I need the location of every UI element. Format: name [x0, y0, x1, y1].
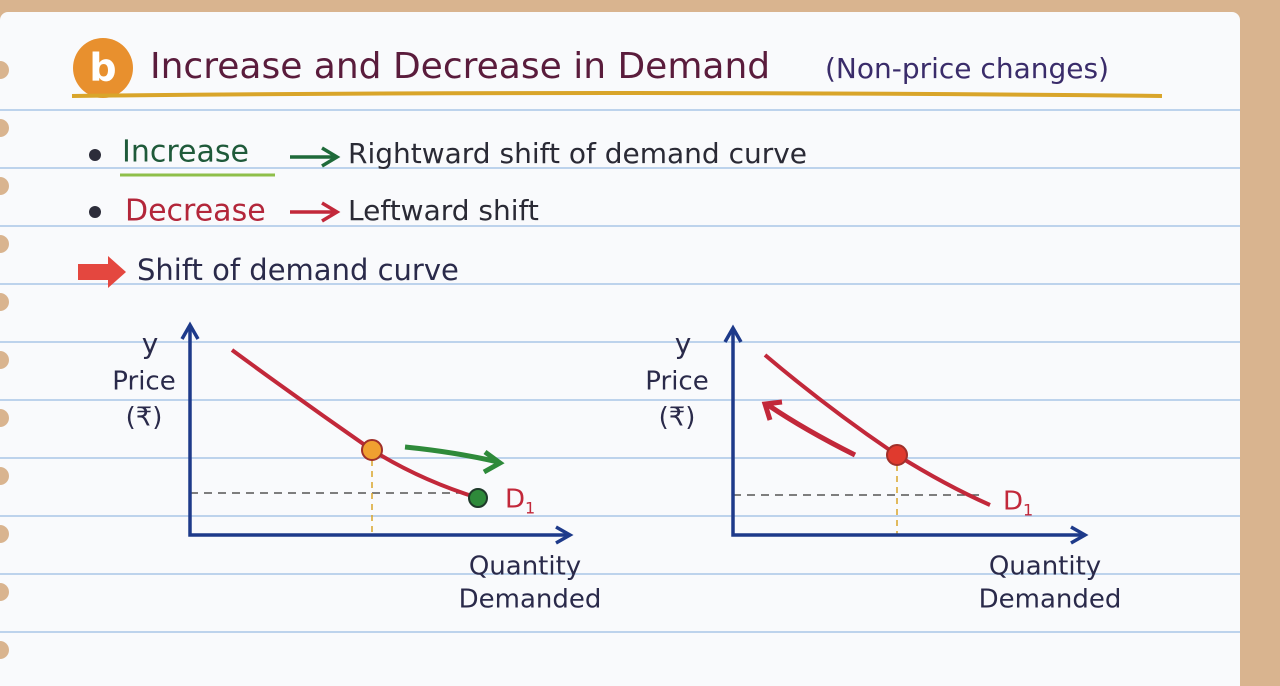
- hole: [0, 641, 9, 659]
- hole: [0, 293, 9, 311]
- x-axis-label: Quantity: [469, 552, 581, 582]
- badge-letter: b: [89, 46, 116, 90]
- y-axis-letter: y: [142, 327, 159, 360]
- curve-label-sub: 1: [525, 499, 535, 518]
- hole: [0, 525, 9, 543]
- subtitle: (Non-price changes): [825, 52, 1109, 85]
- equilibrium-point: [361, 439, 383, 461]
- curve-label-sub: 1: [1023, 501, 1033, 520]
- curve-label: D: [1003, 487, 1023, 517]
- y-axis-label: Price: [112, 367, 175, 397]
- ruled-lines: [0, 109, 1240, 633]
- bullet-dot: [89, 149, 101, 161]
- axes: [731, 328, 1085, 537]
- hole: [0, 351, 9, 369]
- title: Increase and Decrease in Demand: [150, 46, 770, 87]
- equilibrium-point: [886, 444, 908, 466]
- x-axis-label: Demanded: [979, 585, 1122, 615]
- arrow: [290, 146, 341, 168]
- arrow: [290, 201, 341, 223]
- x-axis-label: Quantity: [989, 552, 1101, 582]
- y-axis-label: Price: [645, 367, 708, 397]
- y-axis-unit: (₹): [126, 403, 163, 433]
- x-axis-label: Demanded: [459, 585, 602, 615]
- hole: [0, 583, 9, 601]
- new-point: [468, 488, 488, 508]
- curve-label: D: [505, 485, 525, 515]
- title-underline: [71, 91, 1163, 98]
- note: Shift of demand curve: [137, 253, 459, 287]
- bullet-dot: [89, 206, 101, 218]
- y-axis-unit: (₹): [659, 403, 696, 433]
- bullet-term: Increase: [122, 135, 249, 170]
- hole: [0, 409, 9, 427]
- hole: [0, 177, 9, 195]
- axis-arrowhead: [1070, 525, 1089, 545]
- note-arrow: [78, 256, 126, 288]
- bullet-term: Decrease: [125, 194, 266, 229]
- shift-arrow: [404, 444, 499, 465]
- hole: [0, 467, 9, 485]
- y-axis-letter: y: [675, 327, 692, 360]
- paper: [0, 12, 1240, 686]
- axes: [188, 325, 570, 537]
- shift-arrowhead: [482, 449, 505, 475]
- badge: [73, 38, 133, 98]
- hole: [0, 61, 9, 79]
- hole: [0, 119, 9, 137]
- axis-arrowhead: [723, 324, 743, 343]
- punch-holes: [0, 61, 9, 659]
- axis-arrowhead: [555, 525, 574, 545]
- hole: [0, 235, 9, 253]
- axis-arrowhead: [180, 321, 200, 340]
- bullet-text: Rightward shift of demand curve: [348, 137, 807, 170]
- shift-arrow: [766, 402, 857, 458]
- shift-arrowhead: [761, 399, 783, 421]
- bullet-text: Leftward shift: [348, 194, 539, 227]
